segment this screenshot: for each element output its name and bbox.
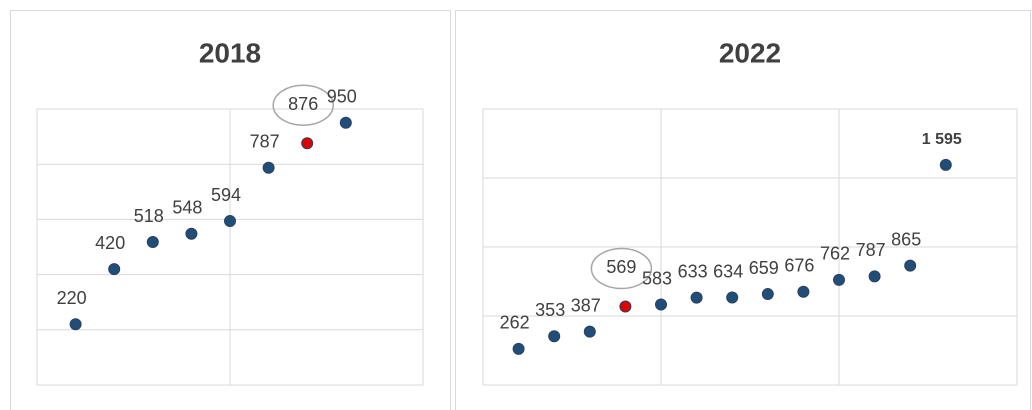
data-label: 420 (95, 233, 125, 253)
chart-title: 2022 (719, 37, 781, 68)
data-label: 1 595 (922, 131, 962, 148)
point (512, 342, 525, 355)
data-label: 950 (327, 87, 357, 107)
point (833, 273, 845, 286)
highlight-ring (590, 247, 653, 290)
point (146, 236, 159, 249)
data-label: 876 (288, 94, 318, 114)
point (619, 300, 632, 313)
data-label: 676 (784, 255, 814, 275)
point (761, 288, 774, 301)
point (583, 325, 596, 338)
data-label: 518 (134, 206, 164, 226)
data-label: 594 (211, 185, 241, 205)
highlight-ring (272, 84, 334, 126)
data-label: 865 (891, 229, 921, 249)
point (339, 116, 352, 129)
point (690, 291, 703, 304)
point (939, 158, 952, 171)
point (726, 291, 739, 304)
point (797, 285, 810, 298)
point (224, 215, 236, 228)
data-label: 634 (713, 261, 743, 281)
point (108, 263, 121, 276)
point (301, 137, 314, 150)
data-label: 762 (820, 244, 850, 264)
point (69, 318, 82, 331)
data-label: 633 (678, 261, 708, 281)
point (185, 227, 198, 240)
point (548, 330, 561, 343)
data-label: 548 (172, 198, 202, 218)
point (868, 270, 881, 283)
point (655, 298, 667, 311)
data-label: 787 (856, 240, 886, 260)
data-label: 262 (500, 313, 530, 333)
data-label: 659 (749, 258, 779, 278)
chart-title: 2018 (199, 37, 261, 68)
data-label: 220 (57, 288, 87, 308)
point (904, 259, 917, 272)
data-label: 569 (606, 257, 636, 277)
data-label: 583 (642, 268, 672, 288)
chart-frame (455, 10, 1031, 410)
data-label: 387 (571, 295, 601, 315)
data-label: 353 (535, 300, 565, 320)
data-label: 787 (250, 132, 280, 152)
point (262, 161, 275, 174)
